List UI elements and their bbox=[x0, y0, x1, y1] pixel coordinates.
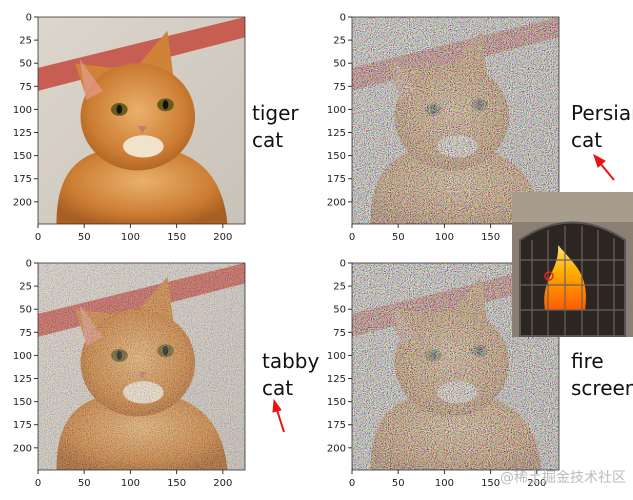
x-tick-label: 50 bbox=[392, 478, 405, 489]
noise-overlay bbox=[352, 17, 559, 224]
image bbox=[38, 17, 245, 224]
class-label: tiger bbox=[252, 101, 299, 125]
image-panel: 0 50 100 150 200 0 25 50 75 100 125 150 175 200 tabby c… bbox=[13, 259, 320, 490]
axes-frame bbox=[351, 16, 560, 225]
x-tick-label: 150 bbox=[481, 478, 500, 489]
class-label: cat bbox=[262, 376, 293, 400]
y-tick-label: 75 bbox=[19, 82, 32, 93]
axes-frame bbox=[351, 262, 560, 471]
x-tick-label: 0 bbox=[35, 478, 41, 489]
y-tick-label: 150 bbox=[13, 151, 32, 162]
y-tick-label: 200 bbox=[327, 443, 346, 454]
y-tick-label: 100 bbox=[13, 105, 32, 116]
image-panel: 0 50 100 150 200 0 25 50 75 100 125 150 175 200 tiger c… bbox=[13, 13, 299, 244]
x-tick-label: 100 bbox=[435, 478, 454, 489]
y-tick-label: 150 bbox=[327, 397, 346, 408]
x-tick-label: 50 bbox=[78, 478, 91, 489]
y-tick-label: 175 bbox=[327, 420, 346, 431]
watermark: @稀土掘金技术社区 bbox=[500, 470, 626, 486]
class-label: screen bbox=[571, 376, 633, 400]
y-tick-label: 200 bbox=[13, 443, 32, 454]
class-label: Persiar bbox=[571, 101, 633, 125]
y-tick-label: 200 bbox=[13, 197, 32, 208]
x-tick-label: 0 bbox=[35, 232, 41, 243]
y-tick-label: 75 bbox=[333, 82, 346, 93]
fire-screen-image bbox=[512, 192, 633, 337]
x-tick-label: 100 bbox=[121, 232, 140, 243]
class-label: tabby bbox=[262, 349, 319, 373]
y-tick-label: 150 bbox=[13, 397, 32, 408]
y-tick-label: 175 bbox=[327, 174, 346, 185]
x-tick-label: 150 bbox=[167, 232, 186, 243]
y-tick-label: 175 bbox=[13, 174, 32, 185]
y-tick-label: 100 bbox=[13, 351, 32, 362]
x-tick-label: 50 bbox=[392, 232, 405, 243]
y-tick-label: 50 bbox=[333, 305, 346, 316]
class-label: cat bbox=[571, 128, 602, 152]
x-tick-label: 200 bbox=[213, 478, 232, 489]
y-tick-label: 0 bbox=[340, 259, 346, 270]
x-tick-label: 150 bbox=[167, 478, 186, 489]
y-tick-label: 125 bbox=[327, 374, 346, 385]
x-tick-label: 50 bbox=[78, 232, 91, 243]
y-tick-label: 175 bbox=[13, 420, 32, 431]
y-tick-label: 25 bbox=[333, 36, 346, 47]
y-tick-label: 50 bbox=[19, 305, 32, 316]
class-label: fire bbox=[571, 349, 604, 373]
y-tick-label: 50 bbox=[333, 59, 346, 70]
class-label: cat bbox=[252, 128, 283, 152]
y-tick-label: 125 bbox=[13, 374, 32, 385]
y-tick-label: 25 bbox=[19, 36, 32, 47]
y-tick-label: 75 bbox=[333, 328, 346, 339]
panels: 0 50 100 150 200 0 25 50 75 100 125 150 175 200 tiger c… bbox=[13, 13, 633, 490]
y-tick-label: 100 bbox=[327, 351, 346, 362]
x-tick-label: 200 bbox=[213, 232, 232, 243]
x-tick-label: 100 bbox=[121, 478, 140, 489]
x-tick-label: 100 bbox=[435, 232, 454, 243]
y-tick-label: 200 bbox=[327, 197, 346, 208]
x-tick-label: 0 bbox=[349, 232, 355, 243]
y-tick-label: 25 bbox=[19, 282, 32, 293]
axes-frame bbox=[37, 16, 246, 225]
y-tick-label: 125 bbox=[327, 128, 346, 139]
arrows bbox=[272, 153, 615, 433]
x-tick-label: 0 bbox=[349, 478, 355, 489]
y-tick-label: 125 bbox=[13, 128, 32, 139]
y-tick-label: 25 bbox=[333, 282, 346, 293]
y-tick-label: 0 bbox=[340, 13, 346, 24]
axes-frame bbox=[37, 262, 246, 471]
x-tick-label: 150 bbox=[481, 232, 500, 243]
y-tick-label: 50 bbox=[19, 59, 32, 70]
y-tick-label: 0 bbox=[26, 13, 32, 24]
y-tick-label: 75 bbox=[19, 328, 32, 339]
noise-overlay bbox=[38, 263, 245, 470]
y-tick-label: 0 bbox=[26, 259, 32, 270]
y-tick-label: 150 bbox=[327, 151, 346, 162]
x-tick-label: 200 bbox=[527, 478, 546, 489]
y-tick-label: 100 bbox=[327, 105, 346, 116]
image-panel: 0501001502000255075100125150175200Persia… bbox=[327, 13, 633, 244]
